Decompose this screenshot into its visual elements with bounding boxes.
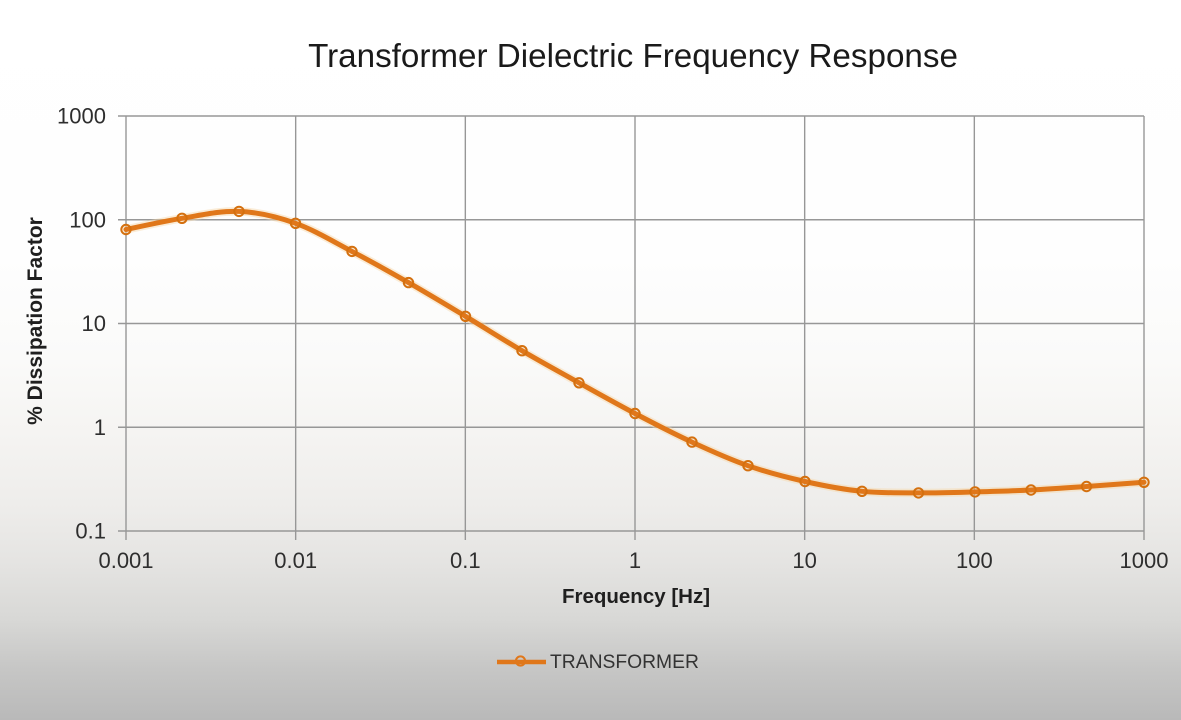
- svg-text:100: 100: [69, 207, 106, 232]
- svg-text:10: 10: [792, 548, 816, 573]
- svg-text:1: 1: [629, 548, 641, 573]
- svg-text:Transformer Dielectric Frequen: Transformer Dielectric Frequency Respons…: [308, 38, 958, 75]
- svg-text:TRANSFORMER: TRANSFORMER: [550, 652, 699, 673]
- svg-text:1: 1: [94, 415, 106, 440]
- svg-text:0.001: 0.001: [98, 548, 153, 573]
- svg-text:1000: 1000: [57, 104, 106, 129]
- svg-text:% Dissipation Factor: % Dissipation Factor: [24, 217, 47, 425]
- svg-text:Frequency [Hz]: Frequency [Hz]: [562, 585, 710, 608]
- svg-text:100: 100: [956, 548, 993, 573]
- svg-text:0.01: 0.01: [274, 548, 317, 573]
- svg-text:0.1: 0.1: [75, 519, 106, 544]
- svg-text:1000: 1000: [1120, 548, 1169, 573]
- svg-text:10: 10: [82, 311, 106, 336]
- svg-text:0.1: 0.1: [450, 548, 481, 573]
